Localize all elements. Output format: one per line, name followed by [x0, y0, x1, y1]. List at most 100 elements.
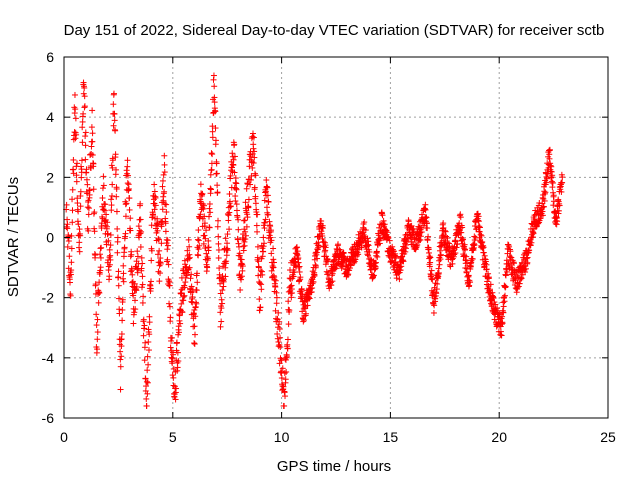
data-point	[252, 172, 259, 179]
data-point	[113, 166, 120, 173]
data-point	[166, 303, 173, 310]
data-point	[73, 172, 80, 179]
data-point	[458, 229, 465, 236]
data-point	[154, 227, 161, 234]
data-point	[90, 186, 97, 193]
data-point	[398, 263, 405, 270]
data-point	[324, 258, 331, 265]
data-point	[526, 247, 533, 254]
data-point	[365, 252, 372, 259]
data-point	[83, 166, 90, 173]
data-point	[139, 273, 146, 280]
data-point	[108, 192, 115, 199]
data-point	[232, 175, 239, 182]
data-point	[241, 217, 248, 224]
data-point	[143, 378, 150, 385]
data-point	[97, 254, 104, 261]
data-point	[140, 316, 147, 323]
data-point	[212, 108, 219, 115]
data-point	[441, 227, 448, 234]
data-point	[163, 209, 170, 216]
data-point	[435, 269, 442, 276]
data-point	[106, 273, 113, 280]
data-point	[362, 227, 369, 234]
data-point	[194, 270, 201, 277]
data-point	[164, 246, 171, 253]
data-point	[477, 231, 484, 238]
data-point	[422, 201, 429, 208]
data-point	[355, 251, 362, 258]
data-point	[73, 131, 80, 138]
data-point	[125, 185, 132, 192]
data-point	[175, 323, 182, 330]
data-point	[277, 344, 284, 351]
data-point	[211, 83, 218, 90]
data-point	[229, 150, 236, 157]
data-point	[148, 222, 155, 229]
data-point	[247, 181, 254, 188]
data-point	[340, 250, 347, 257]
data-point	[424, 225, 431, 232]
data-point	[104, 219, 111, 226]
data-point	[192, 331, 199, 338]
data-point	[127, 268, 134, 275]
data-point	[270, 256, 277, 263]
data-point	[88, 124, 95, 131]
data-point	[410, 225, 417, 232]
data-point	[155, 235, 162, 242]
data-point	[194, 236, 201, 243]
data-point	[276, 318, 283, 325]
data-point	[250, 159, 257, 166]
data-point	[486, 286, 493, 293]
data-point	[96, 289, 103, 296]
data-point	[73, 178, 80, 185]
data-point	[68, 245, 75, 252]
data-point	[188, 283, 195, 290]
data-point	[111, 111, 118, 118]
data-point	[431, 302, 438, 309]
data-points	[63, 72, 566, 409]
data-point	[254, 211, 261, 218]
data-point	[161, 188, 168, 195]
data-point	[238, 276, 245, 283]
y-tick-label: -4	[42, 350, 55, 366]
data-point	[255, 258, 262, 265]
data-point	[277, 334, 284, 341]
data-point	[157, 270, 164, 277]
data-point	[417, 233, 424, 240]
data-point	[240, 247, 247, 254]
data-point	[311, 271, 318, 278]
data-point	[102, 201, 109, 208]
data-point	[215, 217, 222, 224]
data-point	[209, 134, 216, 141]
data-point	[159, 177, 166, 184]
data-point	[76, 248, 83, 255]
data-point	[178, 300, 185, 307]
x-tick-label: 15	[383, 429, 399, 445]
data-point	[167, 314, 174, 321]
data-point	[480, 249, 487, 256]
data-point	[197, 211, 204, 218]
data-point	[146, 313, 153, 320]
data-point	[196, 242, 203, 249]
data-point	[159, 183, 166, 190]
data-point	[122, 201, 129, 208]
data-point	[245, 196, 252, 203]
data-point	[217, 323, 224, 330]
data-point	[201, 220, 208, 227]
data-point	[173, 339, 180, 346]
data-point	[351, 259, 358, 266]
data-point	[79, 124, 86, 131]
data-point	[141, 357, 148, 364]
data-point	[204, 255, 211, 262]
data-point	[69, 196, 76, 203]
data-point	[268, 227, 275, 234]
data-point	[204, 264, 211, 271]
data-point	[131, 309, 138, 316]
data-point	[179, 309, 186, 316]
data-point	[88, 150, 95, 157]
data-point	[329, 278, 336, 285]
data-point	[498, 332, 505, 339]
data-point	[319, 235, 326, 242]
data-point	[539, 212, 546, 219]
